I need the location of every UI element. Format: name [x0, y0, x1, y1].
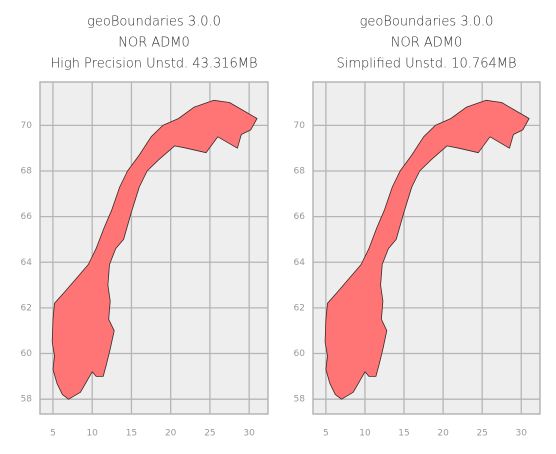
x-tick-label: 25: [204, 429, 215, 439]
panel-title: geoBoundaries 3.0.0: [360, 15, 494, 30]
y-tick-label: 68: [294, 166, 306, 176]
x-tick-label: 15: [398, 429, 409, 439]
x-tick-label: 5: [50, 429, 56, 439]
map-panel: geoBoundaries 3.0.0 NOR ADM0 Simplified Un…: [294, 15, 541, 439]
y-tick-label: 64: [294, 258, 306, 268]
map-panel: geoBoundaries 3.0.0 NOR ADM0 High Precisio…: [21, 15, 269, 439]
panel-title: High Precision Unstd. 43.316MB: [50, 57, 257, 72]
y-tick-label: 60: [294, 349, 306, 359]
panel-title: NOR ADM0: [118, 36, 190, 51]
x-tick-label: 10: [86, 429, 98, 439]
x-tick-label: 25: [476, 429, 487, 439]
y-tick-label: 66: [21, 212, 33, 222]
country-shape: [51, 99, 258, 400]
y-tick-label: 70: [294, 121, 306, 131]
y-tick-label: 58: [294, 395, 306, 405]
y-tick-label: 64: [21, 258, 33, 268]
y-tick-label: 66: [294, 212, 306, 222]
x-tick-label: 30: [243, 429, 255, 439]
y-tick-label: 62: [21, 303, 32, 313]
x-tick-label: 5: [323, 429, 329, 439]
y-tick-label: 62: [294, 303, 305, 313]
x-tick-label: 20: [437, 429, 449, 439]
x-tick-label: 10: [359, 429, 371, 439]
y-tick-label: 60: [21, 349, 33, 359]
country-shape: [324, 99, 530, 400]
x-tick-label: 15: [126, 429, 137, 439]
panel-title: NOR ADM0: [391, 36, 463, 51]
y-tick-label: 58: [21, 395, 33, 405]
panel-title: Simplified Unstd. 10.764MB: [337, 57, 517, 72]
y-tick-label: 68: [21, 166, 33, 176]
x-tick-label: 30: [516, 429, 528, 439]
panel-title: geoBoundaries 3.0.0: [87, 15, 221, 30]
x-tick-label: 20: [165, 429, 177, 439]
y-tick-label: 70: [21, 121, 33, 131]
